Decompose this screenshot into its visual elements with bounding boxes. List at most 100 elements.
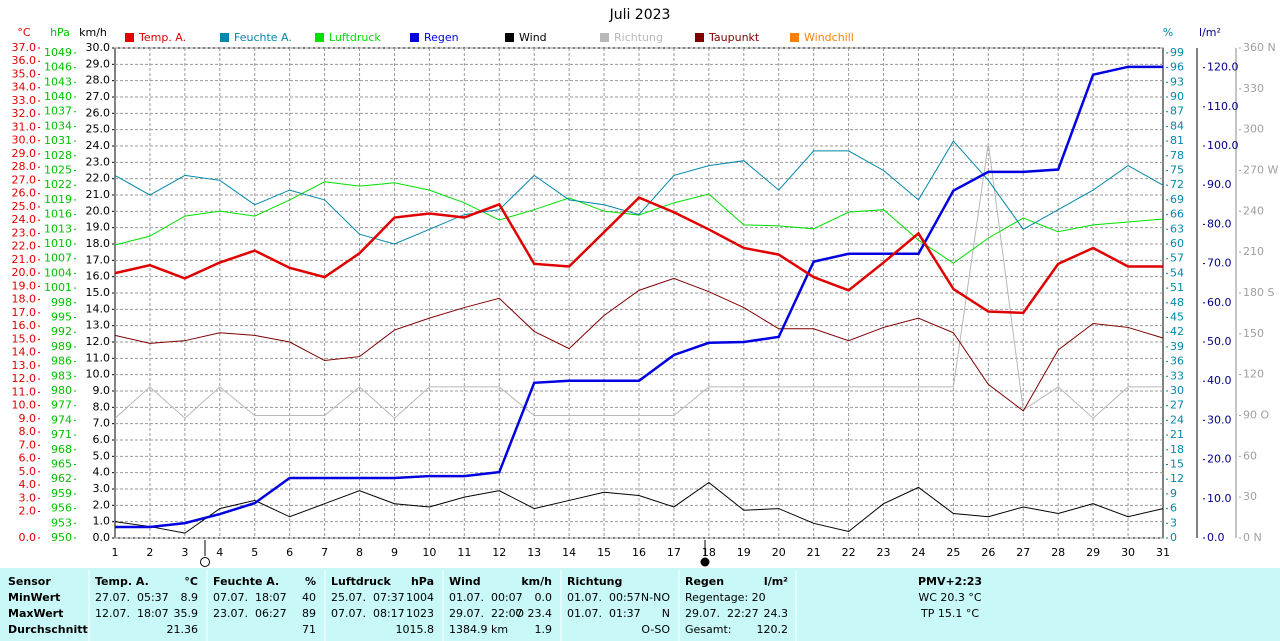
cell: Regentage: 20 <box>685 591 766 604</box>
y-tick-label: 950 <box>51 531 72 544</box>
series-line <box>115 65 1163 529</box>
x-tick-label: 21 <box>807 546 821 559</box>
y-tick-label: 30 <box>1170 384 1184 397</box>
y-tick-label: 1028 <box>44 149 72 162</box>
cell: 120.2 <box>757 623 789 636</box>
y-tick-label: 1007 <box>44 252 72 265</box>
x-tick-label: 9 <box>391 546 398 559</box>
y-tick-label: 8.0 <box>93 400 111 413</box>
y-tick-label: 23.0 <box>86 155 111 168</box>
y-tick-label: 956 <box>51 502 72 515</box>
legend-swatch <box>790 33 799 42</box>
x-tick-label: 24 <box>911 546 925 559</box>
group-unit: l/m² <box>764 575 788 588</box>
cell: 01.07. 00:57 <box>567 591 641 604</box>
group-name: Temp. A. <box>95 575 149 588</box>
legend-swatch <box>410 33 419 42</box>
y-tick-label: 1001 <box>44 281 72 294</box>
legend-swatch <box>600 33 609 42</box>
y-tick-label: 1049 <box>44 46 72 59</box>
y-tick-label: 90 O <box>1243 409 1269 422</box>
y-tick-label: 100.0 <box>1207 139 1239 152</box>
axis-unit: hPa <box>50 26 70 39</box>
legend-label: Regen <box>424 31 459 44</box>
group-unit: % <box>305 575 316 588</box>
y-tick-label: 30 <box>1243 490 1257 503</box>
y-tick-label: 30.0 <box>86 41 111 54</box>
y-tick-label: 40.0 <box>1207 374 1232 387</box>
y-tick-label: 12 <box>1170 472 1184 485</box>
axis-unit: % <box>1163 26 1173 39</box>
y-tick-label: 360 N <box>1243 41 1276 54</box>
y-tick-label: 14.0 <box>86 302 111 315</box>
y-tick-label: 33 <box>1170 369 1184 382</box>
y-tick-label: 110.0 <box>1207 100 1239 113</box>
y-tick-label: 80.0 <box>1207 217 1232 230</box>
y-tick-label: 25.0 <box>86 123 111 136</box>
y-tick-label: 37.0 <box>12 41 37 54</box>
y-tick-label: 15 <box>1170 458 1184 471</box>
group-unit: hPa <box>411 575 434 588</box>
y-tick-label: 1.0 <box>93 515 111 528</box>
y-tick-label: 9.0 <box>19 412 37 425</box>
y-tick-label: 18.0 <box>12 293 37 306</box>
y-tick-label: 28.0 <box>86 74 111 87</box>
y-tick-label: 24.0 <box>12 213 37 226</box>
cell: 1023 <box>406 607 434 620</box>
y-tick-label: 992 <box>51 325 72 338</box>
y-tick-label: 330 <box>1243 82 1264 95</box>
x-tick-label: 23 <box>877 546 891 559</box>
y-tick-label: 10.0 <box>86 368 111 381</box>
y-tick-label: 12.0 <box>12 372 37 385</box>
y-tick-label: 70.0 <box>1207 257 1232 270</box>
y-tick-label: 983 <box>51 369 72 382</box>
y-tick-label: 980 <box>51 384 72 397</box>
y-tick-label: 90.0 <box>1207 178 1232 191</box>
legend-label: Windchill <box>804 31 854 44</box>
y-tick-label: 120.0 <box>1207 61 1239 74</box>
series-line <box>114 481 1164 534</box>
y-tick-label: 39 <box>1170 340 1184 353</box>
x-tick-label: 5 <box>251 546 258 559</box>
y-tick-label: 10.0 <box>1207 492 1232 505</box>
row-label: MaxWert <box>8 607 63 620</box>
y-tick-label: 66 <box>1170 208 1184 221</box>
y-tick-label: 34.0 <box>12 81 37 94</box>
y-tick-label: 16.0 <box>12 319 37 332</box>
y-tick-label: 968 <box>51 443 72 456</box>
y-tick-label: 22.0 <box>86 172 111 185</box>
y-tick-label: 3.0 <box>19 491 37 504</box>
y-tick-label: 27.0 <box>12 173 37 186</box>
x-tick-label: 19 <box>737 546 751 559</box>
y-tick-label: 1013 <box>44 222 72 235</box>
x-tick-label: 2 <box>146 546 153 559</box>
x-tick-label: 14 <box>562 546 576 559</box>
legend-swatch <box>220 33 229 42</box>
y-tick-label: 1022 <box>44 178 72 191</box>
y-tick-label: 7.0 <box>19 438 37 451</box>
pmv-text: TP 15.1 °C <box>920 607 979 620</box>
x-tick-label: 10 <box>422 546 436 559</box>
y-tick-label: 24.0 <box>86 139 111 152</box>
y-tick-label: 27 <box>1170 399 1184 412</box>
legend-label: Richtung <box>614 31 663 44</box>
y-tick-label: 2.0 <box>19 505 37 518</box>
y-tick-label: 26.0 <box>12 187 37 200</box>
series-line <box>114 277 1164 412</box>
y-tick-label: 42 <box>1170 325 1184 338</box>
cell: 12.07. 18:07 <box>95 607 169 620</box>
x-tick-label: 27 <box>1016 546 1030 559</box>
y-tick-label: 21.0 <box>86 188 111 201</box>
cell: 1015.8 <box>396 623 435 636</box>
y-tick-label: 84 <box>1170 119 1184 132</box>
y-tick-label: 29.0 <box>12 147 37 160</box>
y-tick-label: 22.0 <box>12 240 37 253</box>
y-tick-label: 20.0 <box>86 204 111 217</box>
y-tick-label: 1034 <box>44 119 72 132</box>
y-tick-label: 14.0 <box>12 346 37 359</box>
y-tick-label: 87 <box>1170 105 1184 118</box>
y-tick-label: 977 <box>51 399 72 412</box>
y-tick-label: 28.0 <box>12 160 37 173</box>
cell: 01.07. 01:37 <box>567 607 641 620</box>
pmv-text: PMV+2:23 <box>918 575 982 588</box>
